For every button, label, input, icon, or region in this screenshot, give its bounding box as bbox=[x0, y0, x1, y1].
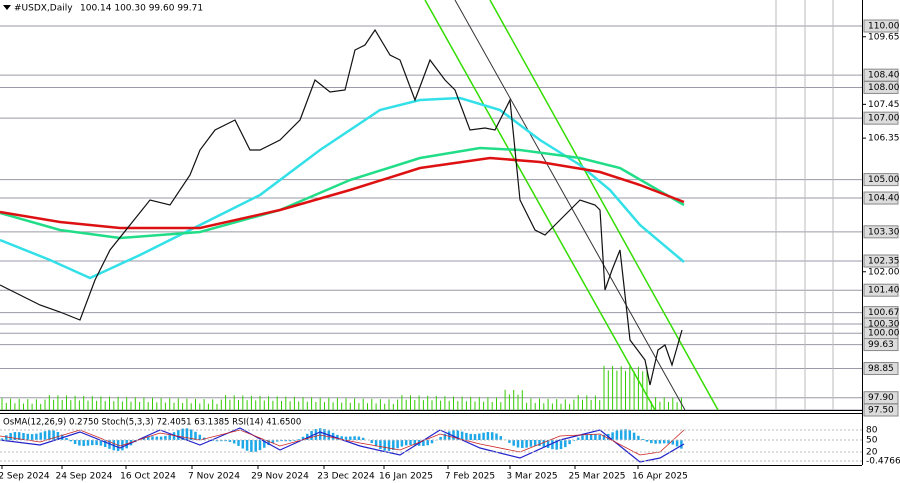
date-label: 7 Feb 2025 bbox=[445, 472, 495, 482]
date-label: 3 Mar 2025 bbox=[506, 472, 557, 482]
indicator-label: OsMA(12,26,9) 0.2750 Stoch(5,3,3) 72.405… bbox=[3, 418, 301, 428]
price-label: 103.30 bbox=[868, 227, 900, 237]
date-label: 16 Jan 2025 bbox=[379, 472, 433, 482]
price-box bbox=[863, 111, 899, 125]
price-label: 104.40 bbox=[868, 194, 900, 204]
price-label: 97.50 bbox=[868, 406, 894, 416]
price-label: 101.40 bbox=[868, 286, 900, 296]
price-box bbox=[863, 254, 899, 268]
date-label: 24 Sep 2024 bbox=[55, 472, 112, 482]
date-label: 2 Sep 2024 bbox=[0, 472, 50, 482]
date-label: 7 Nov 2024 bbox=[188, 472, 240, 482]
price-label: 99.63 bbox=[868, 340, 894, 350]
channel-line bbox=[424, 0, 656, 411]
symbol: #USDX,Daily bbox=[14, 4, 73, 14]
ma-fast bbox=[0, 96, 685, 280]
price-label: 105.00 bbox=[868, 175, 900, 185]
price-box bbox=[863, 283, 899, 297]
date-label: 23 Dec 2024 bbox=[317, 472, 375, 482]
price-box bbox=[863, 191, 899, 205]
menu-arrow[interactable] bbox=[3, 5, 11, 10]
price-label: 108.40 bbox=[868, 71, 900, 81]
ohlc: 100.14 100.30 99.60 99.71 bbox=[80, 4, 203, 14]
date-label: 29 Nov 2024 bbox=[251, 472, 309, 482]
trend-line bbox=[454, 0, 686, 411]
price-label: 100.30 bbox=[868, 319, 900, 329]
date-label: 16 Apr 2025 bbox=[632, 472, 688, 482]
price-label: 102.00 bbox=[868, 267, 900, 277]
ma-slow bbox=[0, 156, 685, 230]
ma-mid bbox=[0, 146, 685, 240]
price-label: 110.00 bbox=[868, 22, 900, 32]
date-label: 25 Mar 2025 bbox=[568, 472, 625, 482]
price-label: 100.00 bbox=[868, 329, 900, 339]
price-label: 107.45 bbox=[868, 100, 900, 110]
price-box bbox=[863, 338, 899, 352]
osc-axis-label: 50 bbox=[866, 436, 878, 446]
price-label: 102.35 bbox=[868, 257, 900, 267]
price-label: 106.35 bbox=[868, 134, 900, 144]
date-label: 16 Oct 2024 bbox=[120, 472, 176, 482]
price-box bbox=[863, 403, 899, 417]
rsi-line bbox=[0, 429, 685, 456]
price-label: 108.00 bbox=[868, 83, 900, 93]
osc-axis-label: 20 bbox=[866, 448, 878, 458]
price-label: 97.90 bbox=[868, 393, 894, 403]
channel-line bbox=[489, 0, 719, 411]
price-label: 100.67 bbox=[868, 308, 900, 318]
osc-axis-label: -0.4766 bbox=[866, 457, 900, 467]
price-label: 107.00 bbox=[868, 114, 900, 124]
price-box bbox=[863, 19, 899, 33]
price-box bbox=[863, 80, 899, 94]
price-line bbox=[0, 28, 683, 386]
price-label: 98.85 bbox=[868, 364, 894, 374]
price-box bbox=[863, 173, 899, 187]
price-box bbox=[863, 362, 899, 376]
osc-axis-label: 80 bbox=[866, 426, 878, 436]
price-box bbox=[863, 225, 899, 239]
price-label: 109.65 bbox=[868, 32, 900, 42]
